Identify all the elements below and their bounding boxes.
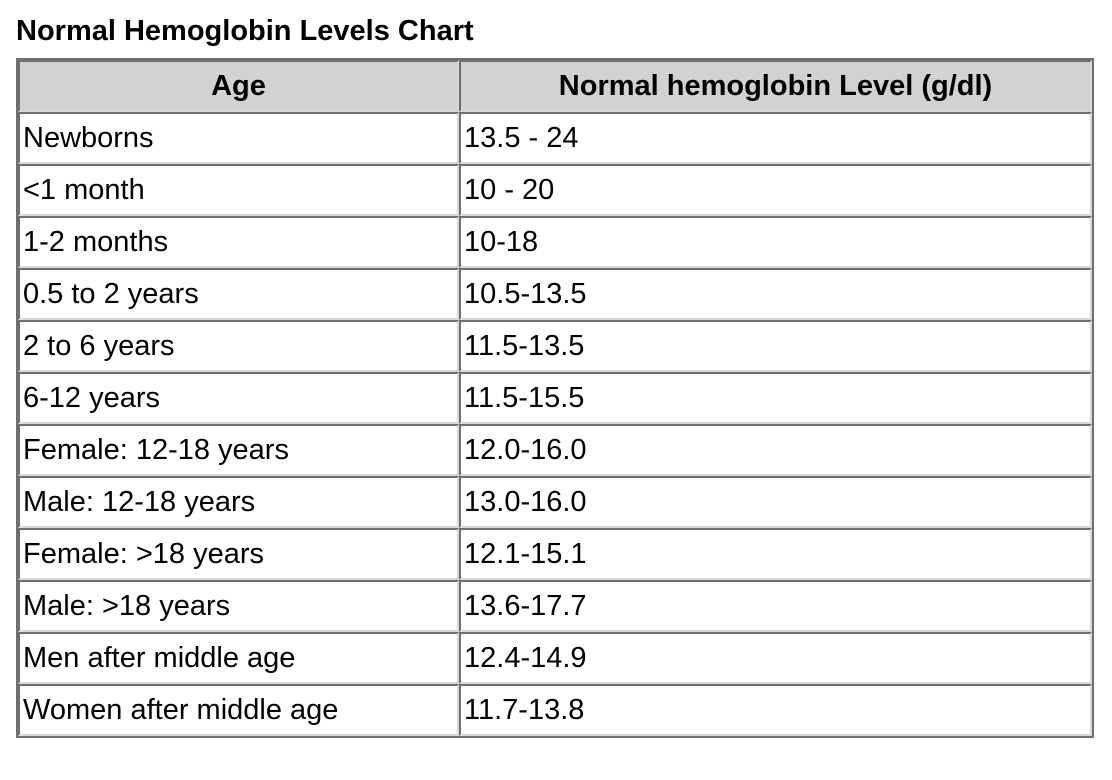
table-row: Female: >18 years 12.1-15.1 <box>18 528 1092 580</box>
page: Normal Hemoglobin Levels Chart Age Norma… <box>16 15 1094 738</box>
age-column-header: Age <box>18 60 459 112</box>
age-cell: Female: >18 years <box>18 528 459 580</box>
table-row: Male: 12-18 years 13.0-16.0 <box>18 476 1092 528</box>
level-cell: 13.0-16.0 <box>459 476 1092 528</box>
table-row: 0.5 to 2 years 10.5-13.5 <box>18 268 1092 320</box>
level-cell: 11.5-15.5 <box>459 372 1092 424</box>
table-row: Women after middle age 11.7-13.8 <box>18 684 1092 736</box>
table-row: 2 to 6 years 11.5-13.5 <box>18 320 1092 372</box>
level-cell: 12.4-14.9 <box>459 632 1092 684</box>
level-cell: 10 - 20 <box>459 164 1092 216</box>
hemoglobin-levels-table: Age Normal hemoglobin Level (g/dl) Newbo… <box>16 58 1094 738</box>
level-cell: 11.5-13.5 <box>459 320 1092 372</box>
table-row: Newborns 13.5 - 24 <box>18 112 1092 164</box>
age-cell: 2 to 6 years <box>18 320 459 372</box>
age-cell: 1-2 months <box>18 216 459 268</box>
level-cell: 12.1-15.1 <box>459 528 1092 580</box>
table-row: Men after middle age 12.4-14.9 <box>18 632 1092 684</box>
level-cell: 12.0-16.0 <box>459 424 1092 476</box>
age-cell: <1 month <box>18 164 459 216</box>
age-cell: Male: >18 years <box>18 580 459 632</box>
level-cell: 11.7-13.8 <box>459 684 1092 736</box>
level-cell: 10.5-13.5 <box>459 268 1092 320</box>
age-cell: Men after middle age <box>18 632 459 684</box>
age-cell: Newborns <box>18 112 459 164</box>
age-cell: 0.5 to 2 years <box>18 268 459 320</box>
level-cell: 10-18 <box>459 216 1092 268</box>
age-cell: Female: 12-18 years <box>18 424 459 476</box>
page-title: Normal Hemoglobin Levels Chart <box>16 15 474 47</box>
level-cell: 13.6-17.7 <box>459 580 1092 632</box>
table-row: 1-2 months 10-18 <box>18 216 1092 268</box>
age-cell: Male: 12-18 years <box>18 476 459 528</box>
table-row: <1 month 10 - 20 <box>18 164 1092 216</box>
table-row: Female: 12-18 years 12.0-16.0 <box>18 424 1092 476</box>
level-cell: 13.5 - 24 <box>459 112 1092 164</box>
header-row: Age Normal hemoglobin Level (g/dl) <box>18 60 1092 112</box>
age-cell: 6-12 years <box>18 372 459 424</box>
level-column-header: Normal hemoglobin Level (g/dl) <box>459 60 1092 112</box>
table-row: Male: >18 years 13.6-17.7 <box>18 580 1092 632</box>
table-row: 6-12 years 11.5-15.5 <box>18 372 1092 424</box>
age-cell: Women after middle age <box>18 684 459 736</box>
